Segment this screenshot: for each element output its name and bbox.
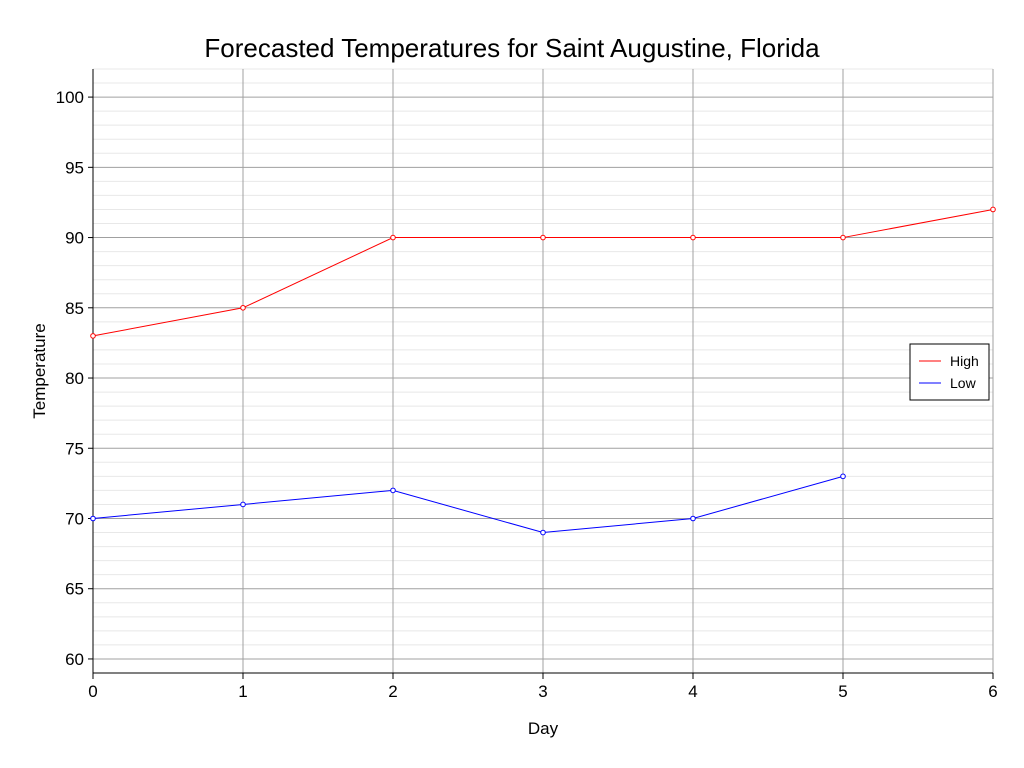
x-tick-label: 5 bbox=[838, 682, 847, 701]
legend-label-low: Low bbox=[950, 375, 977, 391]
data-point-low bbox=[540, 529, 546, 536]
data-point-low bbox=[90, 515, 96, 522]
x-tick-label: 4 bbox=[688, 682, 697, 701]
x-tick-label: 6 bbox=[988, 682, 997, 701]
y-tick-label: 90 bbox=[65, 229, 84, 248]
x-axis-ticks: 0 1 2 3 4 5 6 bbox=[88, 673, 998, 701]
data-point-low bbox=[240, 501, 246, 508]
x-tick-label: 2 bbox=[388, 682, 397, 701]
y-tick-label: 70 bbox=[65, 509, 84, 528]
data-point-low bbox=[840, 473, 846, 480]
legend-label-high: High bbox=[950, 353, 979, 369]
x-tick-label: 0 bbox=[88, 682, 97, 701]
y-tick-label: 80 bbox=[65, 369, 84, 388]
data-point-low bbox=[390, 487, 396, 494]
y-axis-label: Temperature bbox=[30, 323, 49, 418]
series-layer bbox=[90, 206, 996, 536]
data-point-high bbox=[990, 206, 996, 213]
y-tick-label: 95 bbox=[65, 158, 84, 177]
data-point-high bbox=[840, 234, 846, 241]
major-grid bbox=[93, 69, 994, 673]
y-axis-ticks: 60 65 70 75 80 85 90 95 100 bbox=[56, 88, 93, 669]
y-tick-label: 60 bbox=[65, 650, 84, 669]
data-point-high bbox=[690, 234, 696, 241]
y-tick-label: 85 bbox=[65, 299, 84, 318]
data-point-high bbox=[90, 333, 96, 339]
y-tick-label: 75 bbox=[65, 439, 84, 458]
legend: High Low bbox=[909, 343, 990, 401]
y-tick-label: 65 bbox=[65, 580, 84, 599]
x-tick-label: 1 bbox=[238, 682, 247, 701]
x-axis-label: Day bbox=[528, 719, 559, 738]
x-tick-label: 3 bbox=[538, 682, 547, 701]
data-point-high bbox=[240, 304, 246, 311]
series-line-low bbox=[92, 475, 844, 534]
legend-box bbox=[909, 343, 990, 401]
chart-title: Forecasted Temperatures for Saint August… bbox=[204, 33, 820, 63]
data-point-high bbox=[390, 234, 396, 241]
y-tick-label: 100 bbox=[56, 88, 84, 107]
data-point-low bbox=[690, 515, 696, 522]
data-point-high bbox=[540, 234, 546, 241]
